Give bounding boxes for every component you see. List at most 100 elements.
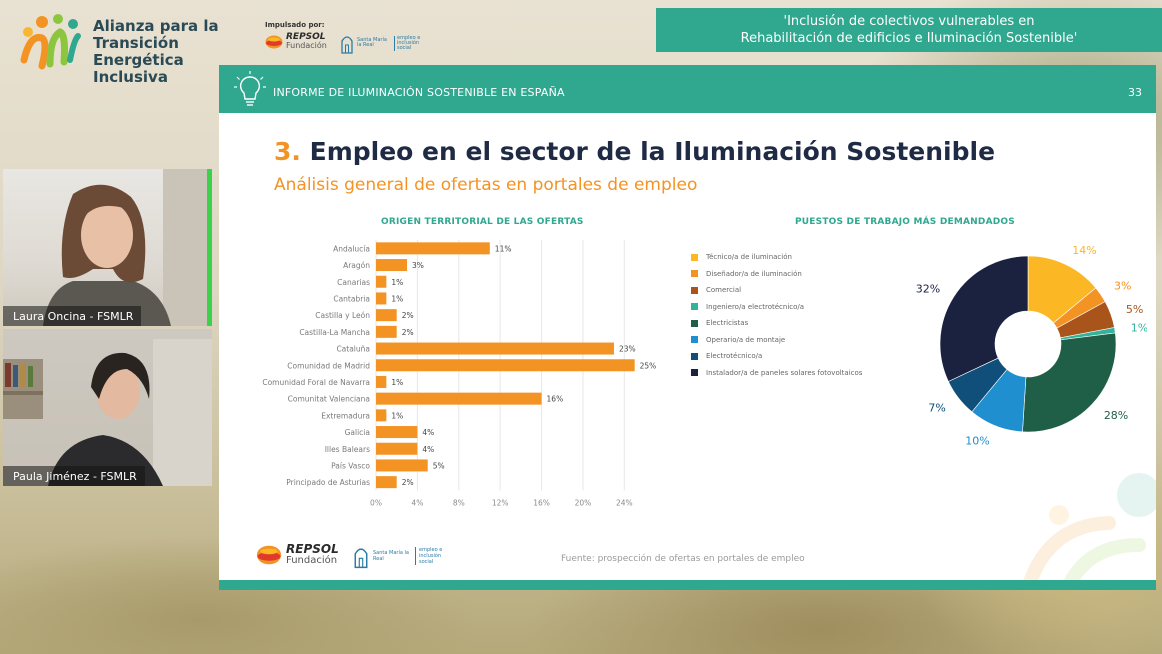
shared-slide: INFORME DE ILUMINACIÓN SOSTENIBLE EN ESP…: [219, 65, 1156, 590]
donut-chart-title: PUESTOS DE TRABAJO MÁS DEMANDADOS: [795, 217, 1015, 227]
impulsado-label: Impulsado por:: [265, 21, 325, 29]
footer-repsol-wordmark: REPSOL: [286, 542, 339, 556]
category-label: País Vasco: [331, 461, 370, 470]
santa-maria-logo: Santa María la Real empleo e inclusión s…: [340, 32, 426, 54]
donut-chart: 14% 3% 5% 1% 28% 10% 7% 32%: [916, 244, 1147, 448]
legend-item: Diseñador/a de iluminación: [691, 266, 862, 283]
section-title: 3. Empleo en el sector de la Iluminación…: [274, 137, 995, 166]
bar: [376, 342, 614, 355]
legend-item: Ingeniero/a electrotécnico/a: [691, 299, 862, 316]
x-tick-label: 4%: [411, 499, 423, 508]
category-label: Castilla y León: [315, 311, 370, 320]
bar: [376, 426, 418, 439]
legend-label: Diseñador/a de iluminación: [706, 269, 802, 278]
x-tick-label: 24%: [616, 499, 633, 508]
legend-label: Técnico/a de iluminación: [706, 253, 792, 262]
legend-label: Electricistas: [706, 319, 749, 328]
category-label: Canarias: [337, 278, 370, 287]
legend-swatch: [691, 253, 698, 261]
category-label: Castilla-La Mancha: [299, 328, 370, 337]
repsol-icon: [265, 35, 283, 48]
legend-swatch: [691, 319, 698, 327]
category-label: Cataluña: [336, 345, 370, 354]
donut-slice: [1022, 332, 1117, 433]
bar-value-label: 4%: [422, 445, 434, 454]
bar: [376, 359, 635, 372]
legend-swatch: [691, 286, 698, 294]
bar-value-label: 2%: [402, 478, 414, 487]
page-number: 33: [1128, 86, 1142, 99]
event-banner: 'Inclusión de colectivos vulnerables en …: [656, 8, 1162, 52]
repsol-wordmark: REPSOL: [286, 32, 326, 42]
category-label: Cantabria: [333, 294, 370, 303]
alliance-title: Alianza para la Transición Energética In…: [93, 17, 219, 86]
category-label: Illes Balears: [325, 445, 370, 454]
repsol-fundacion-logo: REPSOL Fundación: [265, 33, 327, 50]
repsol-icon: [256, 545, 282, 564]
bar: [376, 292, 387, 305]
category-label: Comunidad de Madrid: [287, 361, 370, 370]
participant-avatar: [3, 339, 212, 486]
decorative-arcs: [1022, 473, 1156, 585]
donut-value-label: 32%: [916, 282, 940, 295]
bar: [376, 375, 387, 388]
bar-value-label: 1%: [391, 278, 403, 287]
legend-swatch: [691, 369, 698, 377]
legend-label: Electrotécnico/a: [706, 352, 763, 361]
bar-value-label: 1%: [391, 294, 403, 303]
bar-value-label: 16%: [547, 395, 564, 404]
participant-name: Laura Oncina - FSMLR: [3, 306, 142, 326]
slide-subtitle: Análisis general de ofertas en portales …: [274, 175, 698, 195]
legend-swatch: [691, 336, 698, 344]
bar-chart-title: ORIGEN TERRITORIAL DE LAS OFERTAS: [381, 217, 584, 227]
legend-item: Electricistas: [691, 315, 862, 332]
legend-swatch: [691, 303, 698, 311]
bar: [376, 459, 428, 472]
alliance-logo: [20, 14, 81, 70]
bar: [376, 409, 387, 422]
donut-value-label: 3%: [1114, 280, 1131, 293]
legend-swatch: [691, 270, 698, 278]
category-label: Comunitat Valenciana: [288, 395, 370, 404]
x-tick-label: 20%: [575, 499, 592, 508]
legend-swatch: [691, 352, 698, 360]
participant-video-laura[interactable]: Laura Oncina - FSMLR: [3, 169, 212, 326]
x-tick-label: 8%: [453, 499, 465, 508]
footer-repsol-logo: REPSOL Fundación: [256, 543, 339, 566]
legend-item: Comercial: [691, 282, 862, 299]
legend-label: Instalador/a de paneles solares fotovolt…: [706, 368, 863, 377]
section-number: 3.: [274, 137, 301, 166]
bar-value-label: 4%: [422, 428, 434, 437]
santa-maria-label: Santa María la Real: [357, 37, 387, 48]
santa-maria-icon: [354, 548, 368, 569]
category-label: Andalucía: [333, 244, 370, 253]
footer-santa-maria-logo: Santa María la Real empleo e inclusión s…: [353, 543, 455, 569]
bar: [376, 442, 418, 455]
legend-label: Comercial: [706, 286, 742, 295]
source-note: Fuente: prospección de ofertas en portal…: [561, 554, 805, 564]
bar: [376, 476, 397, 489]
bar-value-label: 2%: [402, 311, 414, 320]
slide-header: [219, 65, 1156, 113]
footer-santa-maria-tagline: empleo e inclusión social: [415, 547, 455, 565]
report-title: INFORME DE ILUMINACIÓN SOSTENIBLE EN ESP…: [273, 86, 565, 99]
donut-legend: Técnico/a de iluminación Diseñador/a de i…: [691, 249, 862, 381]
legend-item: Electrotécnico/a: [691, 348, 862, 365]
bar-value-label: 23%: [619, 345, 636, 354]
donut-value-label: 28%: [1104, 409, 1128, 422]
category-label: Extremadura: [321, 411, 370, 420]
bar: [376, 325, 397, 338]
donut-value-label: 10%: [965, 435, 989, 448]
bar: [376, 242, 490, 255]
donut-value-label: 7%: [928, 402, 945, 415]
bar-chart: 0% 4% 8% 12% 16% 20% 24% Andalucía 11% Aragón 3% Ca…: [262, 240, 656, 508]
lightbulb-icon: [234, 71, 266, 106]
bar-value-label: 5%: [433, 461, 445, 470]
section-title-text: Empleo en el sector de la Iluminación So…: [309, 137, 996, 166]
donut-value-label: 14%: [1072, 244, 1096, 257]
legend-item: Técnico/a de iluminación: [691, 249, 862, 266]
legend-item: Instalador/a de paneles solares fotovolt…: [691, 365, 862, 382]
participant-video-paula[interactable]: Paula Jiménez - FSMLR: [3, 329, 212, 486]
category-label: Aragón: [343, 261, 370, 270]
santa-maria-tagline: empleo e inclusión social: [394, 35, 426, 51]
